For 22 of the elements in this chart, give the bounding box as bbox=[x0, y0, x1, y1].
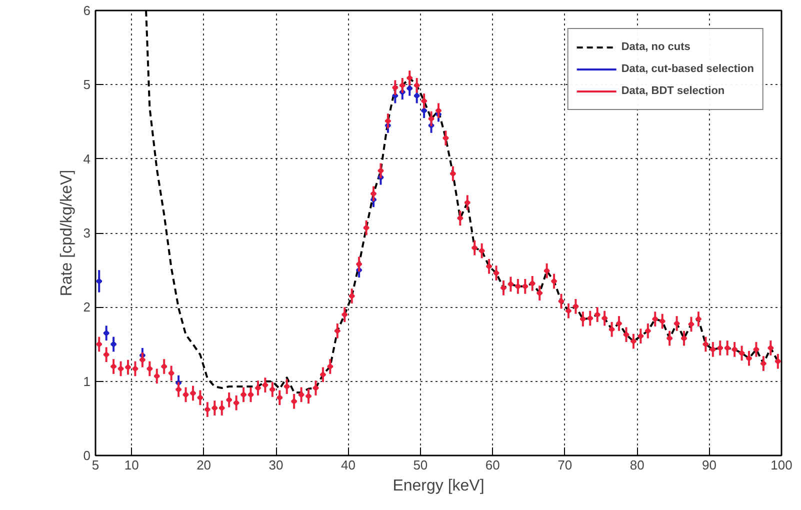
x-tick-label: 100 bbox=[770, 458, 792, 472]
y-tick-label: 0 bbox=[83, 448, 91, 463]
x-tick-label: 60 bbox=[485, 458, 500, 472]
y-tick-label: 1 bbox=[83, 374, 91, 389]
x-tick-label: 70 bbox=[558, 458, 572, 472]
y-axis-title: Rate [cpd/kg/keV] bbox=[58, 170, 76, 296]
x-tick-label: 40 bbox=[341, 458, 356, 472]
y-tick-label: 4 bbox=[83, 151, 91, 166]
y-tick-label: 2 bbox=[83, 300, 91, 315]
legend-label: Data, no cuts bbox=[621, 41, 690, 53]
x-tick-label: 30 bbox=[268, 458, 284, 472]
y-tick-label: 5 bbox=[83, 77, 91, 92]
x-tick-label: 50 bbox=[413, 458, 428, 472]
x-tick-label: 80 bbox=[630, 458, 644, 472]
legend-label: Data, BDT selection bbox=[621, 85, 725, 97]
x-tick-label: 20 bbox=[196, 458, 212, 472]
x-tick-label: 90 bbox=[702, 458, 717, 472]
y-tick-label: 3 bbox=[83, 226, 91, 240]
x-axis-title: Energy [keV] bbox=[392, 478, 484, 494]
y-tick-label: 6 bbox=[83, 3, 91, 18]
legend-label: Data, cut-based selection bbox=[621, 63, 754, 75]
x-tick-label: 10 bbox=[124, 458, 139, 472]
